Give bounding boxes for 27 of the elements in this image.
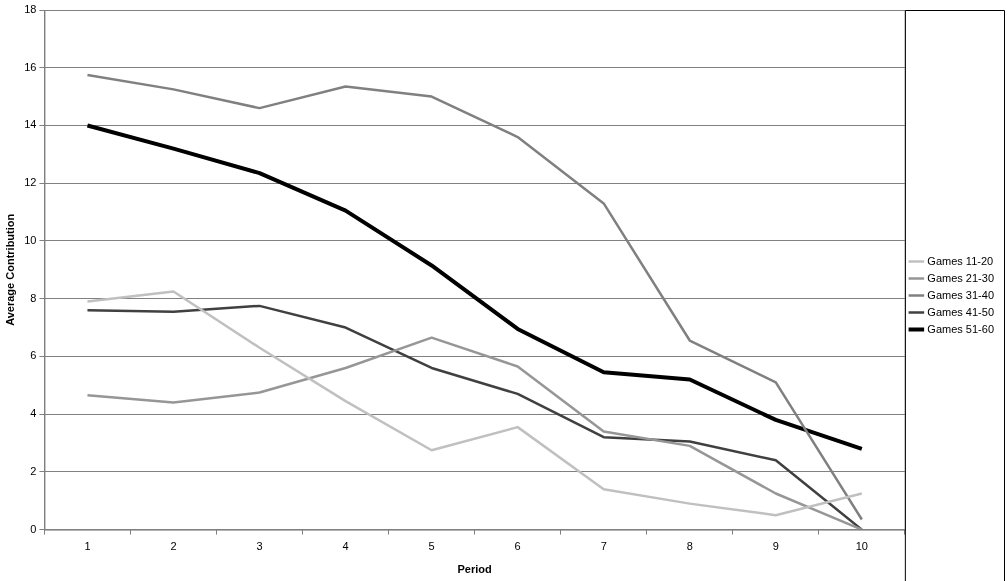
y-tick-label: 4 — [30, 407, 37, 420]
y-tick-label: 12 — [24, 176, 37, 189]
y-axis-title: Average Contribution — [3, 213, 16, 326]
x-tick-label: 9 — [772, 540, 779, 553]
legend-label: Games 21-30 — [927, 271, 995, 284]
y-tick-label: 2 — [30, 464, 37, 477]
x-tick-label: 10 — [855, 540, 868, 553]
y-tick-label: 14 — [24, 118, 37, 131]
legend-label: Games 41-50 — [927, 305, 995, 318]
x-axis-title: Period — [457, 563, 492, 576]
y-tick-label: 6 — [30, 349, 37, 362]
x-tick-label: 7 — [600, 540, 607, 553]
legend-label: Games 31-40 — [927, 288, 995, 301]
y-tick-label: 8 — [30, 291, 37, 304]
y-tick-label: 10 — [24, 233, 37, 246]
x-tick-label: 1 — [84, 540, 91, 553]
x-tick-label: 3 — [256, 540, 263, 553]
x-tick-label: 6 — [514, 540, 521, 553]
y-tick-label: 16 — [24, 60, 37, 73]
x-tick-label: 8 — [686, 540, 693, 553]
x-tick-label: 2 — [170, 540, 177, 553]
y-tick-label: 0 — [30, 522, 37, 535]
legend-label: Games 11-20 — [927, 254, 994, 267]
x-tick-label: 4 — [342, 540, 349, 553]
y-tick-label: 18 — [24, 3, 37, 16]
x-tick-label: 5 — [428, 540, 435, 553]
legend-label: Games 51-60 — [927, 322, 995, 335]
